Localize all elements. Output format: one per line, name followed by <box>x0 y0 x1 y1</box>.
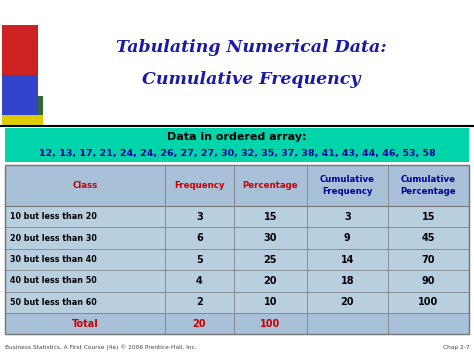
Bar <box>2 25 38 99</box>
Text: 10 but less than 20: 10 but less than 20 <box>10 212 97 221</box>
Text: Cumulative
Percentage: Cumulative Percentage <box>401 175 456 196</box>
Text: 20: 20 <box>264 276 277 286</box>
Bar <box>12 96 43 124</box>
Bar <box>2 75 38 117</box>
Text: 15: 15 <box>264 212 277 222</box>
Text: Frequency: Frequency <box>174 181 225 190</box>
Text: 20: 20 <box>341 297 354 307</box>
Text: 4: 4 <box>196 276 203 286</box>
Text: Total: Total <box>72 319 98 329</box>
Text: Percentage: Percentage <box>243 181 298 190</box>
Text: 14: 14 <box>341 255 354 264</box>
Text: Tabulating Numerical Data:: Tabulating Numerical Data: <box>116 39 386 56</box>
Text: 20 but less than 30: 20 but less than 30 <box>10 234 97 242</box>
Text: Class: Class <box>72 181 98 190</box>
Text: Chap 2-7: Chap 2-7 <box>443 345 469 350</box>
Text: 30 but less than 40: 30 but less than 40 <box>10 255 97 264</box>
Text: 12, 13, 17, 21, 24, 24, 26, 27, 27, 30, 32, 35, 37, 38, 41, 43, 44, 46, 53, 58: 12, 13, 17, 21, 24, 24, 26, 27, 27, 30, … <box>38 149 436 158</box>
Text: 3: 3 <box>344 212 351 222</box>
Text: 50 but less than 60: 50 but less than 60 <box>10 298 97 307</box>
Text: Business Statistics, A First Course (4e) © 2006 Prentice-Hall, Inc.: Business Statistics, A First Course (4e)… <box>5 344 196 350</box>
Text: 25: 25 <box>264 255 277 264</box>
Text: 6: 6 <box>196 233 203 243</box>
Bar <box>2 115 43 126</box>
Text: 90: 90 <box>422 276 435 286</box>
Text: Cumulative
Frequency: Cumulative Frequency <box>320 175 375 196</box>
Text: 45: 45 <box>422 233 435 243</box>
Text: 5: 5 <box>196 255 203 264</box>
Bar <box>5 165 469 206</box>
Bar <box>5 128 469 162</box>
Text: 3: 3 <box>196 212 203 222</box>
Text: 30: 30 <box>264 233 277 243</box>
Bar <box>5 165 469 334</box>
Text: 15: 15 <box>422 212 435 222</box>
Bar <box>5 165 469 334</box>
Text: 10: 10 <box>264 297 277 307</box>
Text: 40 but less than 50: 40 but less than 50 <box>10 277 97 285</box>
Text: 9: 9 <box>344 233 351 243</box>
Text: 2: 2 <box>196 297 203 307</box>
Text: Cumulative Frequency: Cumulative Frequency <box>142 71 360 88</box>
Text: 70: 70 <box>422 255 435 264</box>
Text: 20: 20 <box>192 319 206 329</box>
Bar <box>5 313 469 334</box>
Text: 100: 100 <box>418 297 438 307</box>
Text: 100: 100 <box>260 319 281 329</box>
Text: Data in ordered array:: Data in ordered array: <box>167 132 307 142</box>
Text: 18: 18 <box>340 276 354 286</box>
